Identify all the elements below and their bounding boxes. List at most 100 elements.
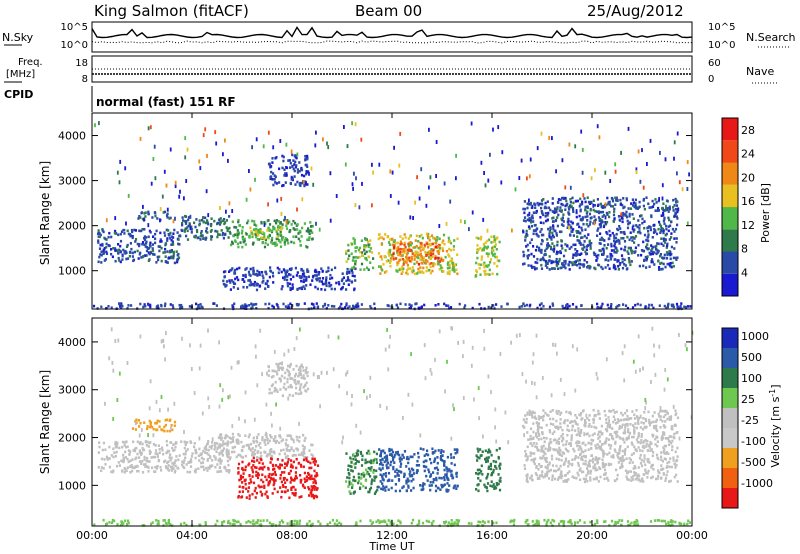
heatmap-cell (286, 221, 289, 225)
heatmap-cell (674, 256, 678, 260)
heatmap-cell (530, 458, 533, 462)
heatmap-cell (267, 226, 270, 230)
heatmap-cell (378, 265, 381, 268)
heatmap-cell (306, 171, 309, 174)
heatmap-cell (110, 454, 113, 457)
heatmap-cell (141, 242, 144, 246)
heatmap-cell (124, 166, 127, 171)
heatmap-cell (551, 475, 554, 479)
heatmap-cell (110, 470, 113, 474)
heatmap-cell (283, 218, 286, 222)
heatmap-cell (489, 450, 492, 454)
heatmap-cell (400, 267, 403, 271)
heatmap-cell (139, 421, 142, 425)
heatmap-cell (244, 454, 247, 458)
heatmap-cell (452, 486, 455, 490)
heatmap-cell (216, 463, 219, 466)
heatmap-cell (257, 233, 260, 237)
heatmap-cell (147, 470, 150, 473)
heatmap-cell (298, 161, 301, 164)
nsearch-trace (91, 40, 693, 44)
heatmap-cell (255, 435, 259, 439)
heatmap-cell (275, 243, 279, 247)
heatmap-cell (362, 484, 365, 488)
heatmap-cell (568, 260, 571, 264)
heatmap-cell (114, 259, 117, 263)
heatmap-cell (600, 306, 603, 310)
heatmap-cell (286, 478, 289, 482)
heatmap-cell (420, 257, 423, 260)
heatmap-cell (236, 229, 239, 232)
heatmap-cell (146, 440, 149, 444)
heatmap-cell (227, 455, 230, 459)
heatmap-cell (321, 282, 324, 286)
heatmap-cell (552, 235, 555, 239)
heatmap-cell (545, 460, 548, 464)
heatmap-cell (550, 247, 553, 251)
heatmap-cell (609, 179, 612, 183)
heatmap-cell (408, 256, 411, 260)
heatmap-cell (110, 252, 113, 256)
heatmap-cell (310, 491, 313, 495)
heatmap-cell (297, 380, 300, 383)
heatmap-cell (662, 415, 665, 419)
heatmap-cell (604, 473, 607, 476)
heatmap-cell (445, 221, 448, 226)
heatmap-cell (455, 472, 458, 475)
heatmap-cell (216, 442, 219, 445)
heatmap-cell (389, 259, 392, 263)
heatmap-cell (592, 208, 595, 212)
heatmap-cell (290, 149, 293, 154)
heatmap-cell (276, 235, 279, 239)
heatmap-cell (186, 229, 189, 233)
heatmap-cell (607, 243, 610, 246)
heatmap-cell (605, 421, 608, 425)
heatmap-cell (534, 206, 537, 209)
heatmap-cell (438, 268, 441, 271)
heatmap-cell (529, 434, 532, 438)
heatmap-cell (280, 471, 284, 474)
heatmap-cell (240, 455, 243, 458)
heatmap-cell (119, 244, 122, 248)
heatmap-cell (396, 452, 399, 456)
heatmap-cell (303, 471, 306, 475)
heatmap-cell (566, 419, 569, 422)
heatmap-cell (321, 277, 325, 280)
heatmap-cell (204, 238, 207, 241)
heatmap-cell (306, 270, 309, 273)
heatmap-cell (606, 232, 609, 236)
heatmap-cell (589, 247, 592, 250)
heatmap-cell (619, 227, 622, 230)
heatmap-cell (528, 219, 531, 222)
heatmap-cell (117, 461, 120, 464)
heatmap-cell (598, 457, 601, 460)
heatmap-cell (316, 306, 320, 309)
heatmap-cell (567, 460, 570, 463)
heatmap-cell (494, 460, 498, 464)
heatmap-cell (433, 458, 436, 462)
heatmap-cell (369, 486, 373, 490)
heatmap-cell (624, 423, 627, 427)
heatmap-cell (305, 279, 308, 282)
heatmap-cell (637, 446, 640, 449)
heatmap-cell (535, 473, 538, 477)
heatmap-cell (241, 304, 244, 307)
heatmap-cell (295, 466, 298, 470)
heatmap-cell (428, 185, 430, 190)
heatmap-cell (423, 469, 426, 473)
heatmap-cell (218, 233, 221, 236)
heatmap-cell (100, 253, 103, 257)
heatmap-cell (255, 302, 258, 306)
heatmap-cell (296, 380, 299, 383)
heatmap-cell (197, 306, 200, 309)
heatmap-cell (584, 419, 587, 422)
heatmap-cell (449, 241, 453, 245)
heatmap-cell (570, 225, 573, 229)
heatmap-cell (589, 470, 592, 474)
heatmap-cell (189, 465, 193, 468)
heatmap-cell (305, 229, 308, 233)
heatmap-cell (640, 435, 643, 438)
heatmap-cell (677, 306, 680, 309)
heatmap-cell (180, 440, 183, 443)
heatmap-cell (143, 212, 146, 215)
